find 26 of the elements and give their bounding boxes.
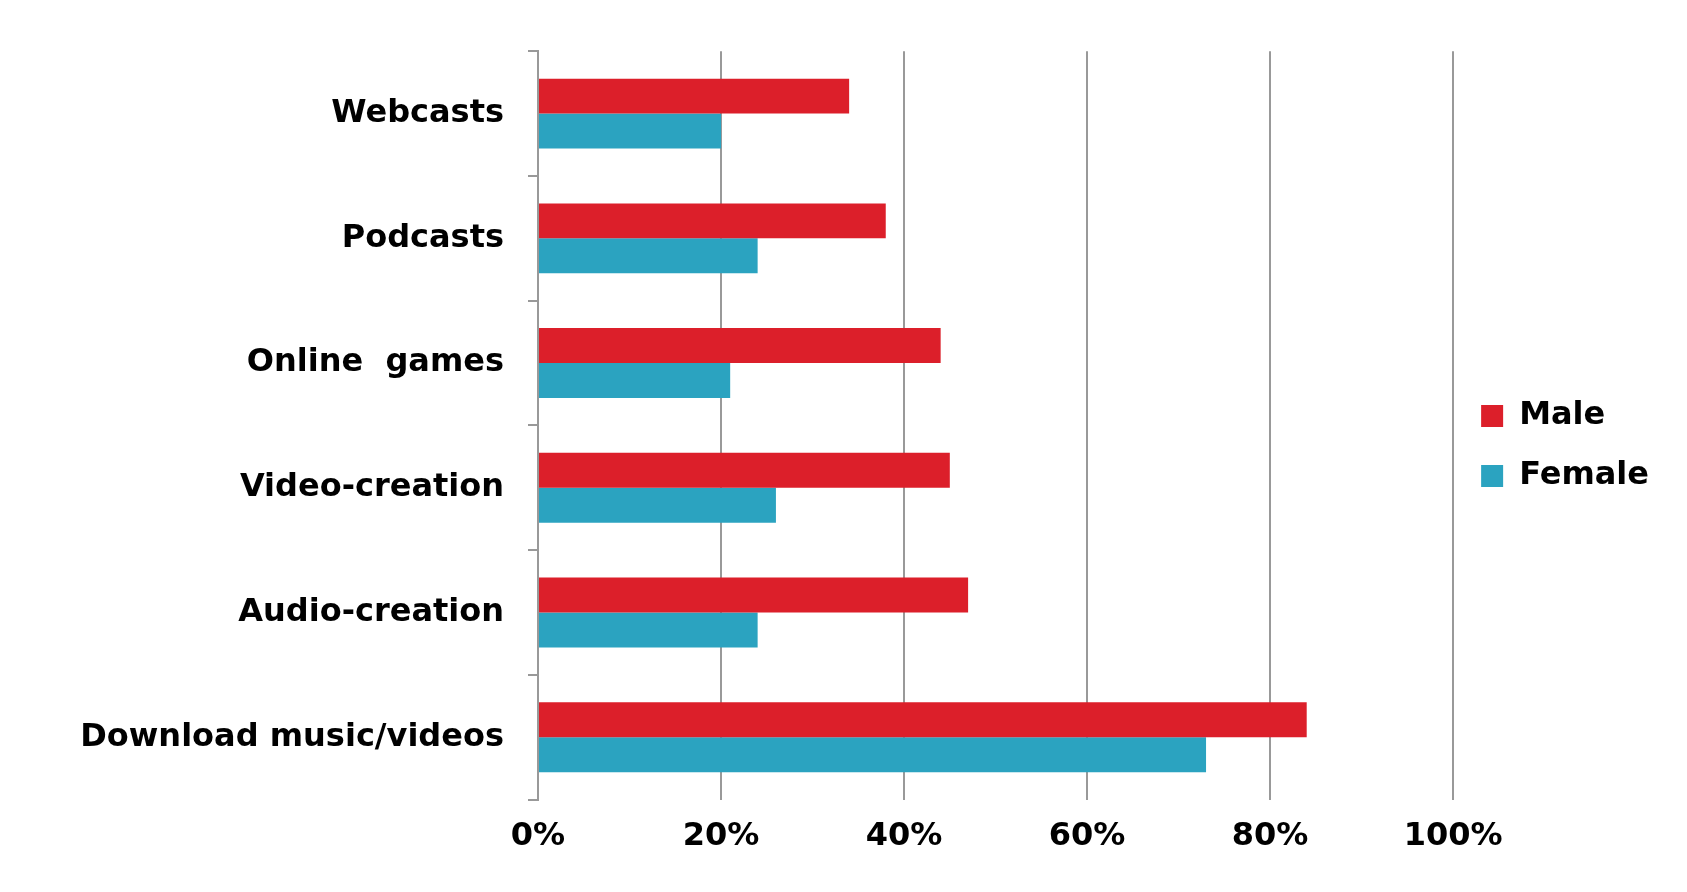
bar [539,78,850,114]
y-tick-label: Video-creation [239,466,504,505]
bar [539,452,950,488]
y-tick-label: Podcasts [341,216,504,255]
bar [539,328,941,364]
x-tick-label: 20% [682,815,760,854]
legend-label: Female [1519,454,1649,493]
bar [539,612,758,648]
x-tick-label: 80% [1231,815,1309,854]
bar [539,363,731,398]
bar [539,737,1207,773]
y-tick-label: Audio-creation [238,590,504,629]
bar [539,487,776,523]
bar [539,203,886,239]
legend-label: Male [1519,394,1606,433]
x-tick-label: 40% [865,815,943,854]
bar [539,238,758,274]
bar [539,702,1307,738]
y-tick-label: Online games [246,341,504,380]
bar [539,577,969,613]
bar [539,113,722,149]
x-tick-label: 100% [1403,815,1503,854]
y-tick-label: Webcasts [331,91,504,130]
x-tick-label: 0% [510,815,566,854]
x-tick-label: 60% [1048,815,1126,854]
y-tick-label: Download music/videos [80,715,504,754]
